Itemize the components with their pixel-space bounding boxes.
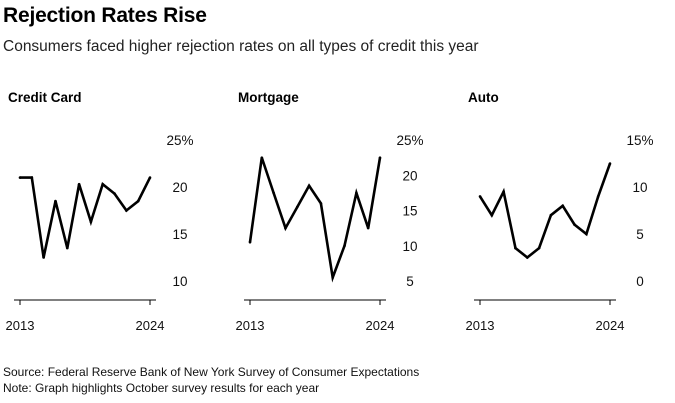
x-tick-label: 2013 [236, 318, 265, 333]
panel-title: Credit Card [8, 90, 82, 105]
x-tick-label: 2013 [466, 318, 495, 333]
data-point [42, 256, 45, 259]
y-tick-label: 0 [636, 274, 644, 289]
data-point [30, 176, 34, 179]
data-point [525, 256, 529, 259]
data-point [284, 226, 287, 230]
y-tick-label: 15 [172, 227, 187, 242]
data-point [54, 199, 57, 203]
panel-auto: Auto 2013 2024 0 5 10 15% [464, 88, 675, 344]
chart-title: Rejection Rates Rise [3, 4, 207, 27]
y-tick-label: 20 [402, 168, 417, 183]
y-tick-label: 10 [632, 180, 647, 195]
data-point [608, 162, 612, 165]
data-point [125, 209, 128, 212]
data-point [295, 205, 299, 209]
plot-auto: 2013 2024 0 5 10 15% [466, 133, 654, 333]
series-line [248, 157, 382, 283]
chart-subtitle: Consumers faced higher rejection rates o… [3, 38, 479, 55]
panel-title: Mortgage [238, 90, 299, 105]
footnote: Note: Graph highlights October survey re… [3, 381, 320, 395]
panel-credit-card: Credit Card 2013 2024 10 15 20 25% [4, 88, 222, 344]
data-point [113, 192, 116, 195]
panel-mortgage: Mortgage 2013 2024 5 10 15 20 25% [234, 88, 452, 344]
data-point [514, 246, 517, 250]
data-point [478, 195, 482, 198]
y-tick-label: 25% [396, 133, 423, 148]
data-point [366, 226, 370, 230]
data-point [561, 204, 565, 208]
data-point [136, 199, 140, 203]
data-point [77, 182, 81, 186]
data-point [260, 156, 264, 159]
data-point [573, 223, 576, 226]
data-point [89, 220, 93, 224]
y-tick-label: 25% [166, 133, 193, 148]
data-point [18, 176, 22, 179]
y-tick-label: 5 [406, 274, 414, 289]
data-point [502, 190, 505, 193]
series-line [478, 163, 612, 260]
y-tick-label: 5 [636, 227, 644, 242]
data-point [148, 176, 152, 179]
x-tick-label: 2024 [136, 318, 165, 333]
x-tick-label: 2013 [6, 318, 35, 333]
y-tick-label: 10 [172, 274, 187, 289]
data-point [101, 182, 105, 186]
y-tick-label: 10 [402, 239, 417, 254]
panel-title: Auto [468, 90, 499, 105]
y-tick-label: 20 [172, 180, 187, 195]
data-point [355, 191, 358, 195]
data-point [378, 156, 382, 159]
source-note: Source: Federal Reserve Bank of New York… [3, 365, 420, 379]
data-point [307, 184, 311, 188]
series-line [20, 176, 152, 258]
x-tick-label: 2024 [596, 318, 625, 333]
data-point [585, 232, 588, 236]
y-tick-label: 15% [626, 133, 653, 148]
data-point [331, 276, 335, 279]
plot-credit-card: 2013 2024 10 15 20 25% [6, 133, 194, 333]
data-point [65, 246, 69, 250]
data-point [549, 213, 553, 217]
plot-mortgage: 2013 2024 5 10 15 20 25% [236, 133, 424, 333]
y-tick-label: 15 [402, 204, 417, 219]
data-point [343, 244, 346, 248]
data-point [272, 191, 275, 195]
data-point [596, 195, 600, 198]
data-point [490, 213, 494, 217]
data-point [537, 246, 541, 250]
data-point [319, 202, 323, 205]
x-tick-label: 2024 [366, 318, 395, 333]
data-point [248, 240, 252, 244]
